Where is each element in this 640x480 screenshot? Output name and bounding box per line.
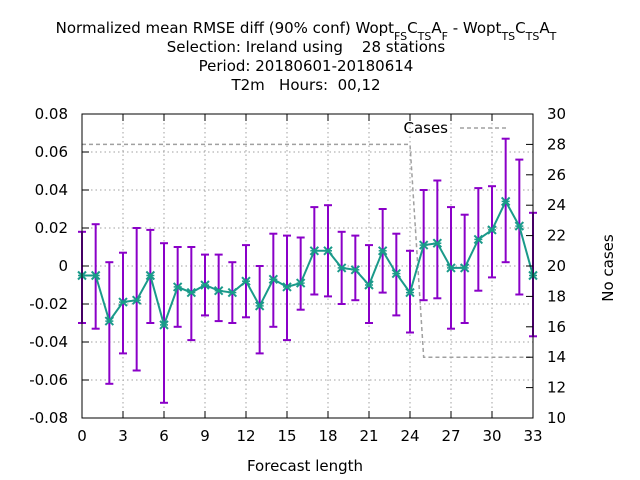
data-point: [186, 287, 197, 298]
x-tick-label: 0: [77, 427, 87, 445]
title-part: T: [549, 30, 557, 43]
mean-polyline: [82, 199, 534, 329]
y2-tick-label: 18: [547, 287, 566, 305]
data-point: [336, 263, 347, 273]
y2-tick-label: 16: [547, 318, 566, 336]
title-part: TS: [525, 30, 540, 43]
chart-subtitle-parameter: T2m Hours: 00,12: [230, 76, 380, 94]
chart-title: Normalized mean RMSE diff (90% conf) Wop…: [56, 19, 557, 43]
y-tick-label: -0.02: [29, 295, 68, 313]
data-point: [418, 240, 429, 250]
data-point: [364, 280, 374, 290]
title-part: FS: [394, 30, 407, 43]
title-part: F: [442, 30, 448, 43]
legend: Cases: [403, 119, 506, 137]
legend-label-cases: Cases: [403, 119, 448, 137]
data-point: [405, 287, 415, 298]
data-point: [473, 234, 484, 245]
y2-tick-label: 28: [547, 135, 566, 153]
mean-line: [82, 199, 534, 329]
title-part: C: [515, 19, 525, 37]
data-point: [514, 221, 525, 231]
y-tick-label: 0.08: [35, 105, 68, 123]
data-point: [131, 295, 142, 305]
data-point: [282, 282, 292, 292]
chart-subtitle-selection: Selection: Ireland using 28 stations: [167, 38, 446, 56]
data-point: [254, 301, 265, 311]
y-tick-label: -0.08: [29, 409, 68, 427]
data-point: [200, 280, 210, 290]
cases-step-line: [82, 143, 533, 358]
data-point: [391, 268, 402, 279]
x-tick-label: 12: [236, 427, 255, 445]
y2-tick-label: 12: [547, 379, 566, 397]
title-part: Normalized mean RMSE diff (90% conf) Wop…: [56, 19, 395, 37]
data-point: [241, 276, 251, 286]
data-point: [172, 282, 183, 292]
x-tick-label: 27: [441, 427, 460, 445]
y2-tick-label: 22: [547, 227, 566, 245]
data-point: [500, 196, 511, 207]
right-y-axis-label: No cases: [599, 234, 617, 302]
axis-ticks: 0 3 6 9 12 15 18 21 24 27 30 33 -0.08 -0.06 -0.04 -0.02…: [29, 105, 566, 445]
data-point: [90, 270, 101, 281]
y2-tick-label: 20: [547, 257, 566, 275]
grid-lines: [82, 114, 533, 418]
y-tick-label: 0: [58, 257, 68, 275]
data-point: [323, 246, 333, 256]
title-part: A: [539, 19, 550, 37]
y-tick-label: -0.04: [29, 333, 68, 351]
y-tick-label: 0.06: [35, 143, 68, 161]
title-part: C: [407, 19, 417, 37]
data-point: [227, 287, 238, 298]
data-points: [77, 196, 538, 330]
data-point: [118, 297, 128, 307]
data-point: [459, 263, 470, 273]
data-point: [432, 238, 443, 248]
data-point: [377, 246, 388, 256]
x-tick-label: 15: [277, 427, 296, 445]
x-tick-label: 9: [200, 427, 210, 445]
data-point: [268, 274, 279, 285]
x-tick-label: 24: [400, 427, 419, 445]
y2-tick-label: 24: [547, 196, 566, 214]
x-tick-label: 18: [318, 427, 337, 445]
title-part: TS: [417, 30, 432, 43]
x-tick-label: 21: [359, 427, 378, 445]
x-tick-label: 33: [523, 427, 542, 445]
x-tick-label: 30: [482, 427, 501, 445]
x-tick-label: 6: [159, 427, 169, 445]
y-tick-label: 0.02: [35, 219, 68, 237]
data-point: [295, 278, 306, 288]
chart-subtitle-period: Period: 20180601-20180614: [199, 57, 414, 75]
data-point: [159, 320, 169, 330]
x-tick-label: 3: [118, 427, 128, 445]
chart-title-group: Normalized mean RMSE diff (90% conf) Wop…: [56, 19, 557, 94]
data-point: [309, 246, 320, 256]
y2-tick-label: 14: [547, 348, 566, 366]
title-part: - Wopt: [448, 19, 502, 37]
y2-tick-label: 10: [547, 409, 566, 427]
data-point: [145, 270, 156, 281]
data-point: [350, 265, 361, 275]
y2-tick-label: 26: [547, 166, 566, 184]
x-axis-label: Forecast length: [247, 457, 363, 475]
title-part: TS: [500, 30, 515, 43]
y-tick-label: 0.04: [35, 181, 68, 199]
data-point: [487, 225, 497, 235]
data-point: [213, 285, 224, 296]
y-tick-label: -0.06: [29, 371, 68, 389]
title-part: A: [431, 19, 442, 37]
cases-line: [82, 143, 533, 358]
y2-tick-label: 30: [547, 105, 566, 123]
data-point: [104, 316, 115, 326]
data-point: [446, 263, 456, 273]
